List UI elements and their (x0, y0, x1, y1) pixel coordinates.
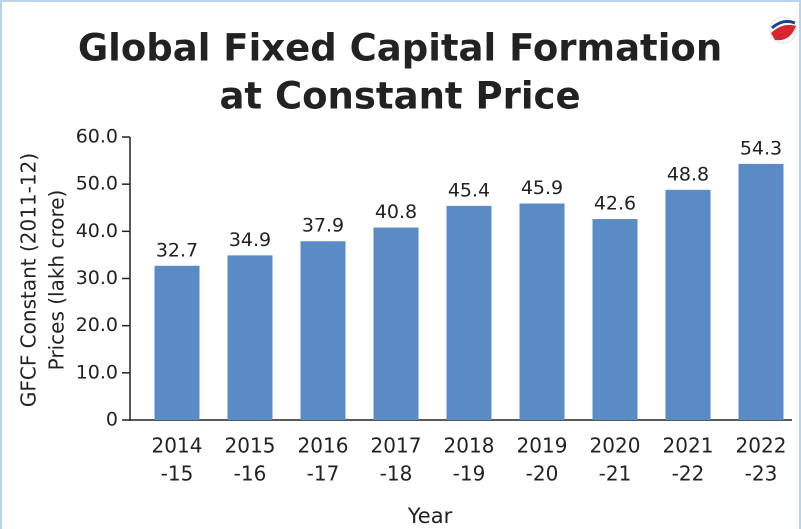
y-axis-label: Prices (lakh crore) (45, 190, 69, 371)
y-axis-label: GFCF Constant (2011-12) (17, 153, 41, 407)
x-tick-label: -18 (380, 462, 413, 486)
bar (665, 189, 711, 420)
x-axis-label: Year (407, 504, 453, 528)
value-label: 45.9 (521, 177, 563, 199)
x-tick-label: 2018 (444, 434, 495, 458)
x-tick-label: -16 (234, 462, 267, 486)
x-tick-label: 2014 (152, 434, 203, 458)
bar (738, 163, 784, 420)
x-tick-label: 2022 (736, 434, 787, 458)
x-tick-label: 2015 (225, 434, 276, 458)
chart-title: at Constant Price (219, 75, 580, 118)
y-tick-label: 20.0 (76, 314, 118, 336)
y-tick-label: 10.0 (76, 361, 118, 383)
y-tick-label: 60.0 (76, 126, 118, 148)
y-tick-label: 50.0 (76, 173, 118, 195)
value-label: 32.7 (156, 239, 198, 261)
bar (519, 203, 565, 420)
y-tick-label: 0 (106, 409, 118, 431)
value-label: 40.8 (375, 201, 417, 223)
x-tick-label: -20 (526, 462, 559, 486)
value-label: 42.6 (594, 193, 636, 215)
bar (446, 205, 492, 420)
x-tick-label: -17 (307, 462, 340, 486)
bar (592, 219, 638, 420)
x-tick-label: 2019 (517, 434, 568, 458)
bar (300, 241, 346, 420)
y-tick-label: 30.0 (76, 267, 118, 289)
x-tick-label: -19 (453, 462, 486, 486)
x-tick-label: -23 (745, 462, 778, 486)
bar (373, 227, 419, 420)
value-label: 54.3 (740, 137, 782, 159)
bar (154, 265, 200, 420)
x-tick-label: -22 (672, 462, 705, 486)
x-tick-label: -15 (161, 462, 194, 486)
x-tick-label: 2021 (663, 434, 714, 458)
bar (227, 255, 273, 420)
chart-title: Global Fixed Capital Formation (78, 27, 722, 70)
value-label: 48.8 (667, 163, 709, 185)
value-label: 45.4 (448, 179, 490, 201)
x-tick-label: 2016 (298, 434, 349, 458)
value-label: 37.9 (302, 215, 344, 237)
x-tick-label: -21 (599, 462, 632, 486)
value-label: 34.9 (229, 229, 271, 251)
logo (769, 16, 797, 44)
x-tick-label: 2020 (590, 434, 641, 458)
x-tick-label: 2017 (371, 434, 422, 458)
y-tick-label: 40.0 (76, 220, 118, 242)
